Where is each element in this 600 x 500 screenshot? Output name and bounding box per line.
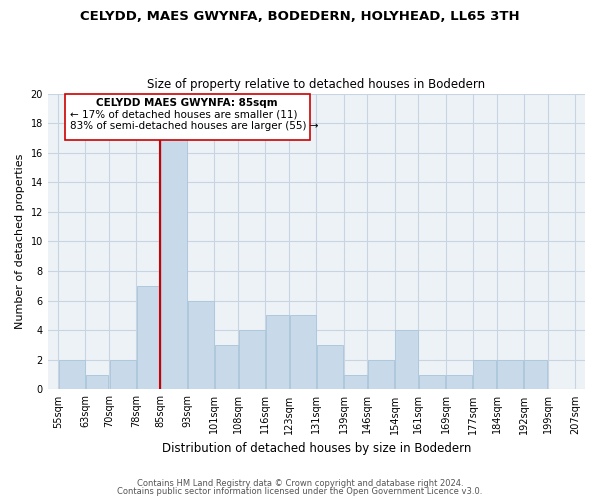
Bar [344, 374, 367, 390]
Title: Size of property relative to detached houses in Bodedern: Size of property relative to detached ho… [148, 78, 485, 91]
Text: Contains public sector information licensed under the Open Government Licence v3: Contains public sector information licen… [118, 487, 482, 496]
Bar [290, 316, 316, 390]
Text: CELYDD, MAES GWYNFA, BODEDERN, HOLYHEAD, LL65 3TH: CELYDD, MAES GWYNFA, BODEDERN, HOLYHEAD,… [80, 10, 520, 23]
Bar [86, 374, 109, 390]
Bar [446, 374, 472, 390]
Bar [188, 300, 214, 390]
Text: 83% of semi-detached houses are larger (55) →: 83% of semi-detached houses are larger (… [70, 121, 319, 131]
Bar [368, 360, 394, 390]
Bar [215, 345, 238, 390]
Bar [59, 360, 85, 390]
Bar [524, 360, 547, 390]
Bar [395, 330, 418, 390]
Bar [473, 360, 496, 390]
Bar [497, 360, 523, 390]
Bar [239, 330, 265, 390]
Bar [110, 360, 136, 390]
Text: CELYDD MAES GWYNFA: 85sqm: CELYDD MAES GWYNFA: 85sqm [97, 98, 278, 108]
Bar [161, 138, 187, 390]
Bar [65, 94, 310, 140]
Text: Contains HM Land Registry data © Crown copyright and database right 2024.: Contains HM Land Registry data © Crown c… [137, 478, 463, 488]
Bar [266, 316, 289, 390]
Y-axis label: Number of detached properties: Number of detached properties [15, 154, 25, 329]
X-axis label: Distribution of detached houses by size in Bodedern: Distribution of detached houses by size … [162, 442, 471, 455]
Bar [317, 345, 343, 390]
Bar [419, 374, 445, 390]
Bar [137, 286, 160, 390]
Text: ← 17% of detached houses are smaller (11): ← 17% of detached houses are smaller (11… [70, 109, 298, 119]
